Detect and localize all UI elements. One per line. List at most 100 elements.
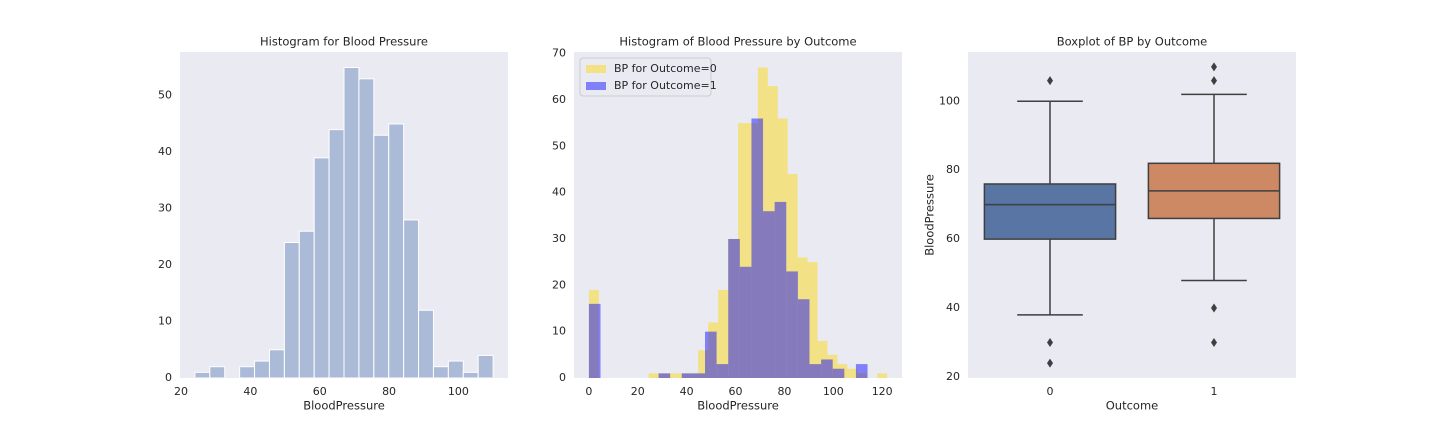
histogram-bar (693, 373, 706, 378)
x-tick-label: 20 (174, 385, 188, 398)
histogram-bar (767, 86, 778, 379)
histogram-bar (817, 340, 828, 378)
outlier (1047, 358, 1053, 368)
x-tick-label: 80 (777, 385, 791, 398)
histogram-bar (678, 373, 689, 378)
histogram-bar (698, 350, 709, 378)
histogram-bar (477, 354, 494, 379)
x-tick-label: 60 (729, 385, 743, 398)
histogram-bar (763, 211, 775, 378)
y-tick-label: 10 (158, 315, 172, 328)
histogram-bar (328, 129, 345, 379)
histogram-bar (313, 157, 330, 379)
histogram-bar (194, 371, 211, 379)
histogram-bar (809, 364, 822, 378)
x-tick-label: 40 (680, 385, 694, 398)
x-tick-label: 40 (243, 385, 257, 398)
histogram-bar (738, 123, 748, 378)
x-axis-label: BloodPressure (697, 399, 779, 413)
histogram-bar (832, 368, 845, 378)
histogram-bar (751, 118, 764, 379)
histogram-bar (462, 371, 479, 379)
histogram-bar (847, 368, 858, 378)
histogram-bar (588, 303, 601, 378)
y-tick-label: 20 (946, 370, 960, 383)
legend-label: BP for Outcome=1 (614, 79, 717, 92)
histogram-bar (728, 238, 740, 378)
x-tick-label: 20 (631, 385, 645, 398)
outlier (1211, 62, 1217, 72)
y-tick-label: 40 (946, 301, 960, 314)
histogram-bar (827, 354, 838, 378)
y-tick-label: 60 (946, 232, 960, 245)
histogram-bar (388, 123, 405, 379)
histogram-bar (658, 373, 671, 378)
y-tick-label: 0 (165, 371, 172, 384)
y-tick-label: 20 (158, 258, 172, 271)
x-tick-label: 100 (823, 385, 844, 398)
histogram-bar (797, 299, 810, 378)
histogram-bar (283, 242, 300, 379)
x-tick-label: 100 (448, 385, 469, 398)
y-tick-label: 40 (158, 145, 172, 158)
histogram-bar (588, 289, 599, 378)
axes-background (574, 52, 902, 378)
histogram-bar (739, 266, 752, 378)
histogram-bar (716, 364, 729, 378)
histogram-bar (728, 238, 738, 378)
histogram-bar (787, 174, 798, 378)
histogram-bar (648, 373, 659, 378)
outlier (1047, 76, 1053, 86)
histogram-bar (373, 134, 390, 379)
x-axis-label: BloodPressure (303, 399, 385, 413)
outlier (1047, 338, 1053, 348)
histogram-bar (239, 366, 256, 379)
histogram-bar (705, 331, 717, 378)
y-tick-label: 100 (939, 94, 960, 107)
y-tick-label: 40 (552, 186, 566, 199)
histogram-bar (777, 118, 788, 379)
histogram-bar (343, 67, 360, 379)
y-tick-label: 10 (552, 325, 566, 338)
histogram-bar (688, 373, 699, 378)
x-tick-label: 60 (313, 385, 327, 398)
histogram-bar (358, 78, 375, 379)
histogram-bar (447, 360, 464, 379)
histogram-bar (855, 364, 868, 378)
legend-swatch (586, 82, 606, 90)
histogram-bar (708, 322, 719, 378)
histogram-bar (837, 364, 848, 378)
y-tick-label: 0 (559, 371, 566, 384)
y-tick-label: 70 (552, 47, 566, 60)
histogram-bar (877, 373, 888, 378)
histogram-bar (254, 360, 270, 379)
y-tick-label: 50 (158, 89, 172, 102)
histogram-bar (757, 67, 768, 379)
box (983, 183, 1117, 240)
legend-label: BP for Outcome=0 (614, 62, 717, 75)
histogram-bar (857, 373, 868, 378)
histogram-bar (774, 201, 787, 378)
legend-box (579, 57, 712, 97)
histogram-bar (403, 219, 420, 379)
histogram-bar (668, 373, 679, 378)
histogram-bar (786, 271, 798, 378)
x-axis-label: Outcome (1106, 399, 1159, 413)
histogram-bar (298, 230, 315, 379)
outlier (1211, 76, 1217, 86)
legend-swatch (586, 65, 606, 73)
x-tick-label: 120 (872, 385, 893, 398)
chart-title: Boxplot of BP by Outcome (1057, 35, 1208, 49)
outlier (1211, 338, 1217, 348)
histogram-bar (747, 123, 758, 378)
histogram-bar (209, 366, 226, 379)
y-tick-label: 60 (552, 93, 566, 106)
histogram-bar (821, 359, 833, 378)
histogram-bar (268, 349, 285, 379)
y-tick-label: 30 (552, 232, 566, 245)
outlier (1211, 303, 1217, 313)
x-tick-label: 0 (1047, 385, 1054, 398)
y-tick-label: 20 (552, 278, 566, 291)
